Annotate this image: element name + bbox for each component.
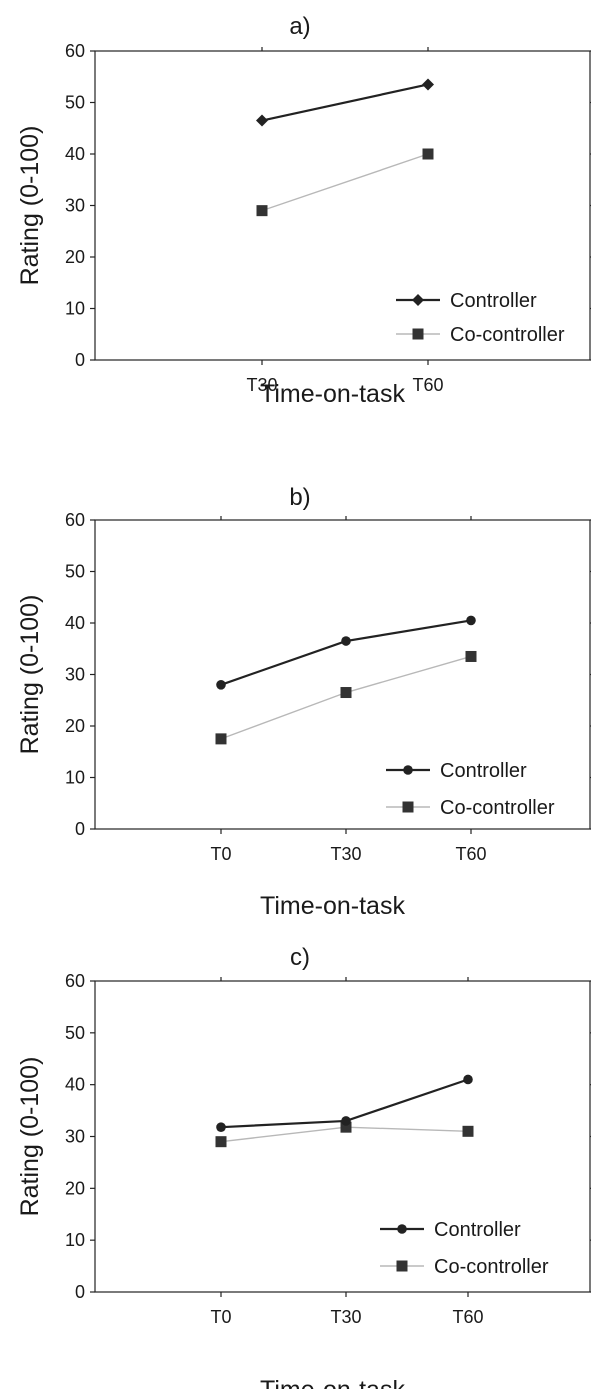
chart-c-legend-marker-co-controller xyxy=(396,1260,408,1272)
chart-c-xtick-label-T0: T0 xyxy=(210,1307,231,1327)
chart-a-legend-marker-controller xyxy=(412,294,424,306)
chart-c-ytick-label-10: 10 xyxy=(65,1230,85,1250)
chart-c-ytick-label-40: 40 xyxy=(65,1075,85,1095)
chart-a-line-co-controller xyxy=(261,153,429,212)
chart-c-ytick-label-50: 50 xyxy=(65,1023,85,1043)
chart-c-point-co-controller-T30 xyxy=(340,1121,352,1133)
chart-b-ytick-label-30: 30 xyxy=(65,665,85,685)
chart-b-series-controller xyxy=(216,615,476,690)
chart-b-legend-marker-controller xyxy=(403,765,413,775)
chart-b-svg: b) 0 10 20 30 40 50 60 T0 T30 T60 Time-on-task Ratin… xyxy=(16,484,591,920)
chart-panel-b: b) 0 10 20 30 40 50 60 T0 T30 T60 Time-on-task Ratin… xyxy=(0,470,591,930)
chart-b-ytick-label-60: 60 xyxy=(65,510,85,530)
chart-a-ytick-label-0: 0 xyxy=(75,350,85,370)
chart-a-point-co-controller-T30 xyxy=(256,205,268,217)
chart-c-x-axis-title: Time-on-task xyxy=(260,1376,405,1389)
chart-c-ytick-label-20: 20 xyxy=(65,1178,85,1198)
chart-b-xtick-label-T60: T60 xyxy=(455,844,486,864)
chart-c-xtick-label-T30: T30 xyxy=(330,1307,361,1327)
chart-b-y-axis-title: Rating (0-100) xyxy=(16,595,44,755)
chart-a-point-controller-T60 xyxy=(422,78,434,91)
chart-a-series-controller xyxy=(256,78,434,127)
chart-b-ytick-label-10: 10 xyxy=(65,768,85,788)
chart-a-ytick-label-30: 30 xyxy=(65,196,85,216)
chart-a-y-axis-title: Rating (0-100) xyxy=(16,126,44,286)
chart-c-plot-frame xyxy=(94,980,591,1293)
chart-a-ytick-label-20: 20 xyxy=(65,247,85,267)
chart-c-ytick-label-30: 30 xyxy=(65,1127,85,1147)
chart-c-point-controller-T0 xyxy=(216,1122,226,1132)
chart-b-ytick-label-20: 20 xyxy=(65,716,85,736)
chart-c-point-controller-T30 xyxy=(341,1116,351,1126)
chart-b-title: b) xyxy=(289,484,310,511)
chart-c-ytick-label-0: 0 xyxy=(75,1282,85,1302)
chart-a-ytick-label-40: 40 xyxy=(65,144,85,164)
chart-b-point-co-controller-T60 xyxy=(465,650,477,662)
chart-c-ytick-label-60: 60 xyxy=(65,971,85,991)
chart-a-plot-frame xyxy=(94,50,591,361)
chart-b-xtick-label-T30: T30 xyxy=(330,844,361,864)
chart-c-xtick-label-T60: T60 xyxy=(452,1307,483,1327)
chart-a-series-co-controller xyxy=(256,148,434,217)
chart-a-svg: a) 0 10 20 30 40 50 60 T30 T60 Time-on-task Rating … xyxy=(16,13,591,408)
chart-b-xtick-label-T0: T0 xyxy=(210,844,231,864)
chart-a-ytick-label-50: 50 xyxy=(65,93,85,113)
chart-b-point-co-controller-T30 xyxy=(340,687,352,699)
chart-b-legend-marker-co-controller xyxy=(402,801,414,813)
chart-c-point-co-controller-T0 xyxy=(215,1136,227,1148)
chart-c-point-co-controller-T60 xyxy=(462,1125,474,1137)
chart-b-point-controller-T0 xyxy=(216,680,226,690)
chart-a-line-controller xyxy=(261,83,429,122)
chart-panel-a: a) 0 10 20 30 40 50 60 T30 T60 Time-on-task Rating … xyxy=(0,0,591,470)
chart-b-point-controller-T60 xyxy=(466,615,476,626)
chart-a-ytick-label-60: 60 xyxy=(65,41,85,61)
chart-b-legend-label-co-controller: Co-controller xyxy=(440,797,555,819)
chart-c-title: c) xyxy=(290,944,310,971)
chart-c-point-controller-T60 xyxy=(463,1074,473,1085)
chart-a-x-axis-title: Time-on-task xyxy=(260,380,405,408)
chart-b-point-controller-T30 xyxy=(341,636,351,646)
chart-a-legend-marker-co-controller xyxy=(412,328,424,340)
chart-c-series-co-controller xyxy=(215,1121,474,1148)
chart-a-xtick-label-T60: T60 xyxy=(412,375,443,395)
chart-b-series-co-controller xyxy=(215,650,477,745)
chart-b-point-co-controller-T0 xyxy=(215,733,227,745)
chart-panel-c: c) 0 10 20 30 40 50 60 T0 T30 T60 Time-on-task Ratin… xyxy=(0,930,591,1389)
chart-b-ytick-label-40: 40 xyxy=(65,613,85,633)
chart-a-legend-label-co-controller: Co-controller xyxy=(450,324,565,346)
chart-c-legend-marker-controller xyxy=(397,1224,407,1234)
chart-b-ytick-label-50: 50 xyxy=(65,562,85,582)
chart-c-legend-label-controller: Controller xyxy=(434,1219,521,1241)
chart-a-point-controller-T30 xyxy=(256,114,268,127)
chart-a-ytick-label-10: 10 xyxy=(65,299,85,319)
chart-b-line-controller xyxy=(220,619,472,686)
chart-b-plot-frame xyxy=(94,519,591,830)
chart-a-point-co-controller-T60 xyxy=(422,148,434,160)
chart-b-x-axis-title: Time-on-task xyxy=(260,892,405,920)
chart-b-ytick-label-0: 0 xyxy=(75,819,85,839)
chart-c-y-axis-title: Rating (0-100) xyxy=(16,1057,44,1217)
chart-a-legend-label-controller: Controller xyxy=(450,290,537,312)
chart-a-xtick-label-T30: T30 xyxy=(246,375,277,395)
chart-a-title: a) xyxy=(289,13,310,40)
chart-c-series-controller xyxy=(216,1074,473,1132)
chart-c-legend-label-co-controller: Co-controller xyxy=(434,1256,549,1278)
chart-c-svg: c) 0 10 20 30 40 50 60 T0 T30 T60 Time-on-task Ratin… xyxy=(16,944,591,1389)
chart-b-legend-label-controller: Controller xyxy=(440,760,527,782)
